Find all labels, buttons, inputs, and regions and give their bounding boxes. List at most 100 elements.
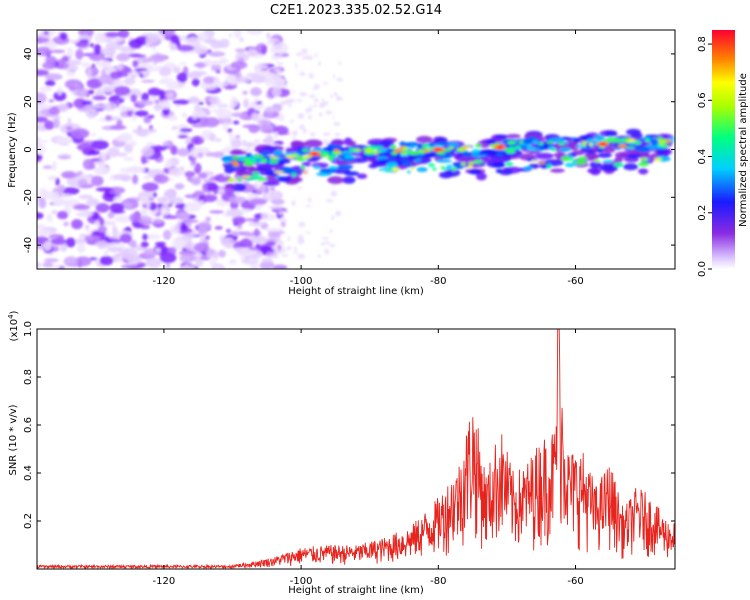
noise-blob [122, 201, 133, 209]
noise-blob [264, 108, 279, 112]
ridge-blob [229, 150, 247, 155]
colorbar-tick-label: 0.0 [697, 261, 708, 277]
noise-blob [321, 101, 329, 106]
noise-blob [230, 230, 239, 237]
noise-blob [244, 142, 256, 148]
ridge-blob [638, 161, 649, 167]
noise-blob [331, 215, 335, 221]
noise-blob [335, 210, 342, 217]
ridge-blob [574, 160, 587, 165]
ridge-blob [400, 152, 408, 155]
noise-blob [109, 242, 122, 246]
noise-blob [84, 224, 90, 231]
noise-blob [41, 191, 60, 200]
noise-blob [209, 60, 225, 66]
ridge-blob [548, 145, 554, 150]
noise-blob [235, 48, 246, 53]
noise-blob [148, 115, 155, 119]
noise-blob [141, 182, 159, 192]
noise-blob [88, 51, 105, 62]
ridge-blob [379, 148, 388, 153]
noise-blob [318, 112, 323, 117]
ridge-blob [597, 152, 612, 158]
noise-blob [141, 92, 150, 102]
noise-blob [287, 236, 291, 242]
noise-blob [254, 98, 259, 103]
noise-blob [193, 242, 210, 253]
noise-blob [209, 133, 216, 142]
ridge-blob [589, 161, 602, 169]
noise-blob [99, 217, 105, 226]
ridge-blob [406, 170, 411, 174]
noise-blob [60, 137, 73, 144]
ridge-blob [456, 147, 466, 152]
ridge-blob [225, 184, 236, 189]
y-tick-label: -20 [23, 189, 34, 205]
noise-blob [170, 35, 180, 44]
ridge-blob [364, 149, 375, 154]
noise-blob [250, 87, 262, 97]
noise-blob [232, 216, 246, 225]
noise-blob [48, 234, 64, 240]
noise-blob [258, 185, 267, 192]
colorbar-label: Normalized spectral amplitude [738, 73, 749, 227]
ridge-blob [291, 172, 297, 178]
noise-blob [255, 123, 274, 132]
x-tick-label: -60 [567, 276, 583, 287]
ridge-blob [495, 168, 503, 174]
noise-blob [43, 258, 59, 263]
noise-blob [308, 94, 316, 98]
noise-blob [179, 254, 197, 262]
figure-title: C2E1.2023.335.02.52.G14 [270, 3, 442, 18]
noise-blob [152, 47, 157, 51]
noise-blob [144, 234, 161, 240]
x-tick-label: -120 [153, 276, 176, 287]
ridge-blob [522, 139, 535, 144]
y-tick-label: 0.2 [23, 513, 34, 529]
ridge-blob [440, 165, 446, 170]
ridge-blob [558, 142, 565, 146]
noise-blob [95, 187, 114, 192]
noise-blob [257, 119, 272, 124]
noise-blob [159, 100, 171, 110]
noise-blob [192, 114, 198, 120]
noise-blob [312, 87, 316, 91]
noise-blob [37, 229, 51, 237]
noise-blob [137, 215, 152, 225]
noise-blob [93, 104, 103, 109]
noise-blob [223, 121, 228, 132]
noise-blob [37, 143, 46, 154]
ridge-blob [327, 155, 334, 161]
noise-blob [214, 226, 223, 230]
ridge-blob [451, 166, 456, 172]
ridge-blob [269, 156, 279, 160]
ridge-blob [492, 162, 506, 168]
noise-blob [288, 98, 296, 103]
noise-blob [75, 41, 89, 48]
ridge-blob [581, 142, 587, 147]
ridge-blob [657, 139, 667, 143]
noise-blob [321, 237, 329, 240]
noise-blob [140, 241, 149, 248]
noise-blob [37, 155, 43, 160]
noise-blob [98, 74, 111, 85]
ridge-blob [261, 158, 268, 163]
colorbar-tick-label: 0.6 [697, 92, 708, 108]
ridge-blob [243, 161, 254, 167]
ridge-blob [353, 148, 362, 152]
noise-blob [100, 47, 116, 56]
noise-blob [186, 72, 202, 79]
noise-blob [272, 193, 280, 197]
noise-blob [194, 259, 204, 267]
noise-blob [50, 49, 66, 54]
ridge-blob [532, 139, 539, 145]
noise-blob [116, 152, 128, 157]
noise-blob [144, 174, 151, 181]
ridge-blob [378, 168, 385, 171]
ridge-blob [468, 161, 475, 165]
ridge-blob [638, 168, 649, 175]
noise-blob [199, 113, 210, 118]
noise-blob [140, 195, 148, 205]
x-tick-label: -80 [430, 276, 446, 287]
ridge-blob [627, 138, 636, 143]
